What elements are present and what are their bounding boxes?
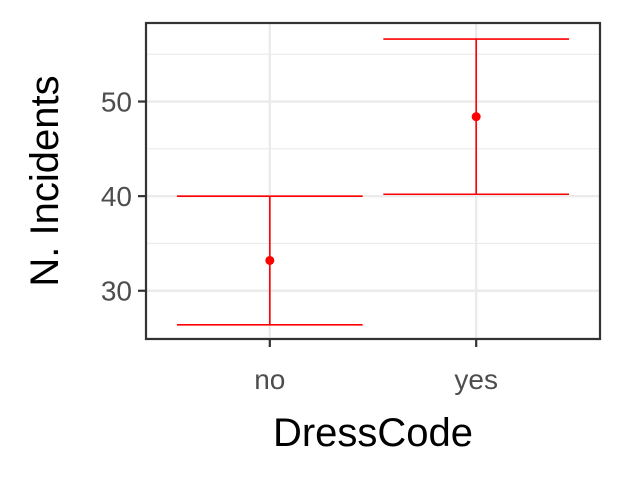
axis-layer: 30 40 50 no yes: [101, 87, 498, 395]
y-tick-label: 50: [101, 87, 132, 118]
x-axis-title: DressCode: [273, 411, 473, 455]
mark-layer: [176, 38, 570, 326]
mean-point-yes: [471, 112, 481, 122]
panel-border: [144, 21, 602, 341]
y-tick-label: 40: [101, 181, 132, 212]
y-tick-label: 30: [101, 276, 132, 307]
x-tick-label: no: [254, 364, 285, 395]
x-tick-label: yes: [454, 364, 498, 395]
mean-point-no: [265, 255, 275, 265]
y-axis-title: N. Incidents: [23, 75, 67, 286]
